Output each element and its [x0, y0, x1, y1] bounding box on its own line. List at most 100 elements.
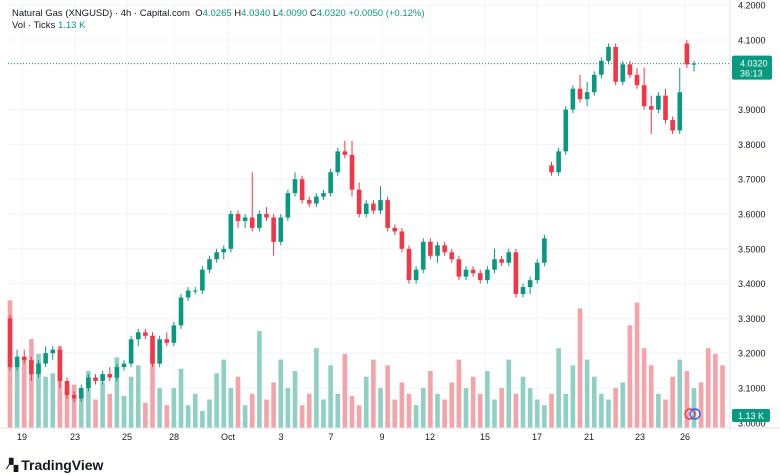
- candle-body[interactable]: [21, 356, 27, 361]
- candle-body[interactable]: [648, 106, 654, 110]
- candle-body[interactable]: [29, 360, 34, 375]
- candle-body[interactable]: [214, 252, 219, 260]
- candle-body[interactable]: [278, 217, 284, 242]
- candle-body[interactable]: [456, 259, 462, 277]
- candle-body[interactable]: [563, 109, 569, 152]
- candle-body[interactable]: [135, 332, 141, 340]
- candle-body[interactable]: [335, 151, 341, 173]
- candle-body[interactable]: [299, 179, 305, 201]
- candle-body[interactable]: [670, 120, 675, 131]
- candle-body[interactable]: [171, 325, 177, 343]
- alert-icon[interactable]: [689, 408, 701, 420]
- candle-body[interactable]: [57, 349, 63, 382]
- candle-body[interactable]: [371, 203, 376, 211]
- candle-body[interactable]: [406, 248, 412, 281]
- candle-body[interactable]: [285, 193, 291, 218]
- candle-body[interactable]: [100, 374, 105, 382]
- candle-body[interactable]: [591, 74, 597, 93]
- candle-body[interactable]: [534, 262, 540, 281]
- candle-body[interactable]: [207, 259, 212, 270]
- candle-body[interactable]: [428, 241, 433, 256]
- candle-body[interactable]: [584, 92, 590, 100]
- price-tag[interactable]: [732, 55, 772, 80]
- candle-body[interactable]: [378, 200, 383, 211]
- candle-body[interactable]: [221, 248, 227, 253]
- candle-body[interactable]: [520, 287, 526, 295]
- candle-body[interactable]: [249, 217, 255, 228]
- candle-body[interactable]: [235, 214, 241, 221]
- candle-body[interactable]: [620, 64, 626, 82]
- candle-body[interactable]: [420, 241, 426, 270]
- candle-body[interactable]: [114, 367, 120, 378]
- candle-body[interactable]: [242, 217, 248, 221]
- candle-body[interactable]: [192, 290, 198, 292]
- candle-body[interactable]: [663, 95, 668, 121]
- candle-body[interactable]: [185, 290, 191, 298]
- candle-body[interactable]: [641, 85, 647, 107]
- candle-body[interactable]: [634, 74, 640, 86]
- candle-body[interactable]: [157, 339, 162, 364]
- candle-body[interactable]: [691, 63, 697, 65]
- candle-body[interactable]: [178, 297, 184, 326]
- candle-body[interactable]: [527, 280, 533, 288]
- candle-body[interactable]: [200, 269, 205, 291]
- candle-body[interactable]: [556, 151, 561, 173]
- candle-body[interactable]: [78, 387, 84, 399]
- candle-body[interactable]: [7, 318, 13, 368]
- volume-tag[interactable]: [732, 409, 770, 422]
- candle-body[interactable]: [549, 165, 554, 173]
- candle-body[interactable]: [485, 269, 490, 281]
- candle-body[interactable]: [43, 353, 48, 364]
- candle-body[interactable]: [463, 269, 469, 277]
- candle-body[interactable]: [656, 95, 661, 110]
- tradingview-logo[interactable]: ⁄▚ TradingView: [8, 457, 103, 473]
- candle-body[interactable]: [470, 269, 476, 274]
- candle-body[interactable]: [599, 60, 604, 75]
- symbol-title[interactable]: Natural Gas (XNGUSD) · 4h · Capital.com: [12, 8, 190, 19]
- candle-body[interactable]: [264, 214, 269, 218]
- flag-icon[interactable]: [684, 408, 696, 420]
- candle-body[interactable]: [577, 88, 583, 100]
- candle-body[interactable]: [128, 339, 134, 364]
- volume-label[interactable]: Vol · Ticks: [12, 20, 56, 31]
- candle-body[interactable]: [627, 64, 633, 75]
- candle-body[interactable]: [14, 356, 20, 368]
- candle-body[interactable]: [107, 374, 113, 378]
- candle-body[interactable]: [143, 332, 148, 336]
- candle-body[interactable]: [435, 245, 440, 256]
- candle-body[interactable]: [449, 252, 455, 260]
- candle-body[interactable]: [271, 217, 276, 242]
- candle-body[interactable]: [413, 269, 419, 281]
- candle-body[interactable]: [499, 259, 504, 263]
- candle-body[interactable]: [64, 381, 70, 395]
- candle-body[interactable]: [93, 377, 98, 382]
- candle-body[interactable]: [314, 196, 319, 204]
- candle-body[interactable]: [86, 377, 91, 388]
- candle-body[interactable]: [150, 335, 155, 364]
- candle-body[interactable]: [513, 252, 519, 295]
- candle-body[interactable]: [442, 245, 447, 253]
- candle-body[interactable]: [164, 339, 170, 343]
- candle-body[interactable]: [328, 172, 333, 194]
- candle-body[interactable]: [356, 189, 362, 214]
- candle-body[interactable]: [492, 259, 497, 270]
- candle-body[interactable]: [677, 92, 683, 131]
- candle-body[interactable]: [349, 154, 355, 190]
- candle-body[interactable]: [392, 227, 398, 232]
- candle-body[interactable]: [306, 200, 312, 204]
- candle-body[interactable]: [257, 214, 262, 228]
- candle-body[interactable]: [292, 179, 298, 194]
- candle-body[interactable]: [477, 273, 483, 281]
- candle-body[interactable]: [506, 252, 512, 263]
- candle-body[interactable]: [121, 363, 127, 368]
- candle-body[interactable]: [613, 46, 618, 82]
- candle-body[interactable]: [570, 88, 576, 110]
- candle-body[interactable]: [342, 151, 348, 155]
- candle-body[interactable]: [606, 46, 611, 61]
- candle-body[interactable]: [228, 214, 234, 249]
- candle-body[interactable]: [36, 363, 41, 375]
- candle-body[interactable]: [321, 193, 326, 197]
- candle-body[interactable]: [542, 238, 547, 263]
